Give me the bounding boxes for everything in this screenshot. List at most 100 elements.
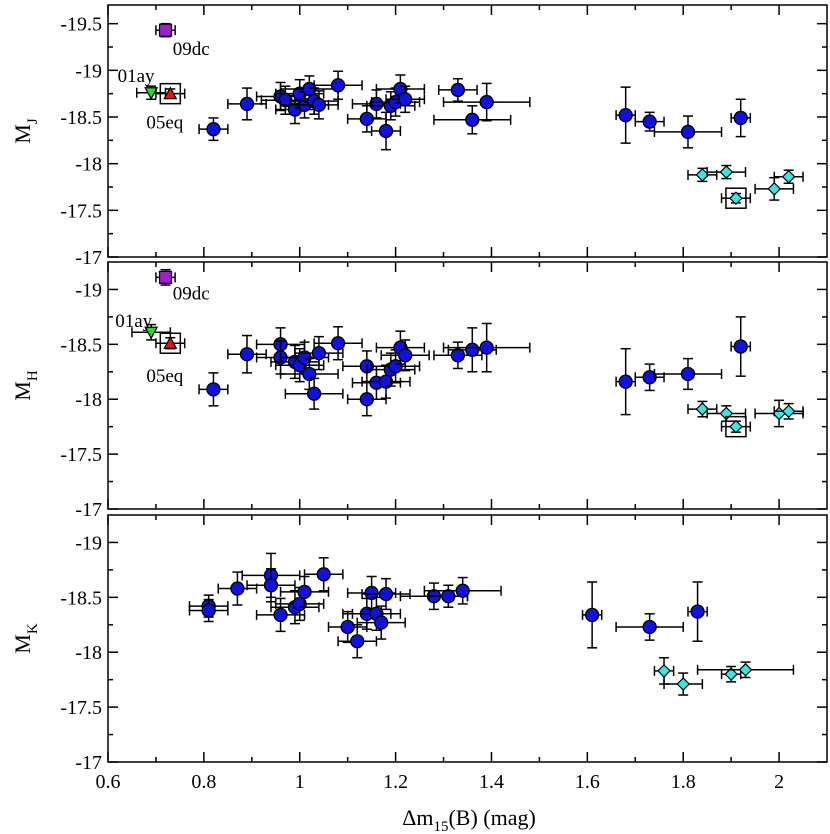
y-axis-title-sub: J [25, 118, 41, 124]
x-axis-title: Δm15(B) (mag) [402, 805, 536, 834]
normal-sn-point [618, 374, 633, 389]
panel-mh: -17 -17.5 -18 -18.5 -19 MH 09dc 01ay 05eq [10, 261, 828, 521]
fast-decliner-point [724, 667, 738, 682]
normal-sn-point [239, 347, 255, 362]
y-tick-label: -17.5 [60, 444, 102, 466]
x-tick-label: 1.6 [575, 771, 600, 793]
normal-sn-point [618, 107, 633, 123]
normal-sn-point [330, 336, 346, 351]
normal-sn-point [369, 96, 384, 112]
plot-frame [107, 4, 828, 258]
normal-sn-point [642, 114, 657, 129]
normal-sn-point [479, 94, 494, 110]
y-tick-label: -19 [75, 60, 102, 82]
y-axis-title-sub: H [25, 370, 41, 381]
fast-decliner-point [657, 664, 671, 678]
normal-sn-point [311, 345, 327, 361]
normal-sn-point [350, 634, 365, 649]
normal-sn-point [206, 382, 221, 397]
panel-mk: 0.6 0.8 1 1.2 1.4 1.6 1.8 2 -17 -17.5 -18 -18.5 -19 M… [10, 514, 828, 793]
sn01ay-marker [144, 87, 159, 100]
y-tick-label: -17 [75, 499, 102, 521]
normal-sn-point [455, 583, 470, 598]
normal-sn-point [359, 392, 374, 407]
sn09dc-marker [158, 270, 173, 284]
y-axis-title: MH [10, 370, 41, 401]
normal-sn-point [479, 340, 494, 355]
normal-sn-point [359, 111, 374, 127]
normal-sn-point [465, 342, 480, 357]
normal-sn-point [340, 619, 355, 635]
y-axis-title-main: M [10, 634, 35, 654]
y-tick-label: -18.5 [60, 587, 102, 609]
sn05eq-marker [163, 335, 178, 349]
y-tick-label: -17 [75, 247, 102, 269]
y-tick-label: -18.5 [60, 334, 102, 356]
normal-sn-point [584, 607, 600, 623]
x-tick-label: 0.6 [96, 771, 121, 793]
y-tick-label: -17.5 [60, 697, 102, 719]
normal-sn-point [441, 589, 456, 604]
y-tick-label: -19 [75, 532, 102, 554]
normal-sn-point [733, 110, 748, 126]
normal-sn-point [642, 619, 657, 635]
normal-sn-point [680, 366, 696, 382]
plot-frame [107, 261, 828, 510]
fast-decliner-point [729, 191, 743, 206]
normal-sn-point [398, 92, 413, 107]
normal-sn-point [273, 607, 288, 623]
sn05eq-marker [163, 86, 178, 100]
normal-sn-point [690, 604, 705, 619]
normal-sn-point [316, 567, 331, 582]
y-axis-title-main: M [10, 381, 35, 401]
sn-annotation-09dc: 09dc [173, 39, 210, 60]
normal-sn-point [733, 339, 748, 354]
fast-decliner-point [738, 662, 753, 677]
normal-sn-point [311, 97, 327, 113]
fast-decliner-point [781, 169, 796, 184]
normal-sn-point [450, 82, 466, 98]
y-tick-label: -17 [75, 752, 102, 774]
box-marker [725, 187, 747, 209]
normal-sn-point [297, 350, 312, 365]
normal-sn-point [306, 386, 322, 401]
normal-sn-point [378, 374, 394, 389]
normal-sn-point [230, 581, 245, 596]
y-tick-label: -19.5 [60, 14, 102, 36]
x-tick-label: 2 [774, 771, 784, 793]
normal-sn-point [398, 348, 413, 363]
normal-sn-point [450, 348, 466, 363]
normal-sn-point [374, 615, 389, 630]
fast-decliner-point [729, 419, 743, 434]
normal-sn-point [465, 112, 480, 127]
normal-sn-point [201, 603, 216, 618]
sn-annotation-05eq: 05eq [146, 113, 183, 134]
y-axis-title: MJ [10, 118, 41, 144]
normal-sn-point [297, 584, 312, 599]
normal-sn-point [378, 123, 394, 139]
fast-decliner-point [767, 182, 782, 196]
sn09dc-marker [158, 23, 173, 37]
y-tick-label: -18 [75, 642, 102, 664]
sn-annotation-09dc: 09dc [173, 284, 210, 305]
x-axis-title-main: Δm [402, 805, 433, 830]
normal-sn-point [239, 96, 255, 112]
fast-decliner-point [719, 165, 734, 179]
normal-sn-point [302, 366, 317, 382]
plot-frame [107, 514, 828, 763]
fast-decliner-point [695, 168, 710, 182]
normal-sn-point [680, 124, 696, 140]
y-tick-label: -19 [75, 279, 102, 301]
x-tick-label: 1.4 [479, 771, 504, 793]
fast-decliner-point [676, 677, 691, 691]
sn-annotation-05eq: 05eq [146, 366, 183, 387]
x-tick-label: 1.8 [671, 771, 696, 793]
normal-sn-point [302, 81, 317, 97]
sn-annotation-01ay: 01ay [118, 66, 155, 87]
x-axis-title-sub: 15 [433, 819, 448, 834]
normal-sn-point [330, 78, 346, 93]
x-tick-label: 1 [295, 771, 305, 793]
box-marker [159, 82, 182, 105]
y-axis-title-sub: K [25, 623, 41, 634]
